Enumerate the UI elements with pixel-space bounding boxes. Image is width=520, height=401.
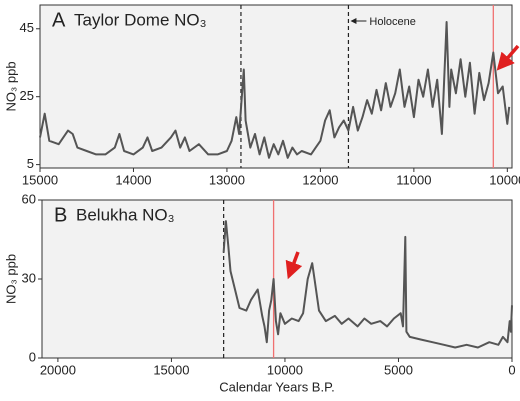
x-tick-label: 0 xyxy=(508,362,515,377)
x-axis-label: Calendar Years B.P. xyxy=(219,379,334,394)
x-tick-label: 13000 xyxy=(209,172,245,187)
red-arrow xyxy=(285,251,303,280)
panel-title: Taylor Dome NO₃ xyxy=(74,10,207,29)
y-tick-label: 0 xyxy=(29,349,36,364)
x-tick-label: 20000 xyxy=(40,362,76,377)
x-tick-label: 10000 xyxy=(267,362,303,377)
y-tick-label: 30 xyxy=(22,270,36,285)
panel-title: Belukha NO₃ xyxy=(76,205,175,224)
panel-letter: B xyxy=(54,204,67,226)
annotation: Holocene xyxy=(369,16,415,28)
x-tick-label: 10000 xyxy=(489,172,520,187)
y-axis-label: NO₃ ppb xyxy=(3,254,18,304)
x-tick-label: 15000 xyxy=(22,172,58,187)
x-tick-label: 11000 xyxy=(396,172,431,187)
y-tick-label: 45 xyxy=(20,20,34,35)
data-line xyxy=(39,21,511,159)
x-tick-label: 12000 xyxy=(302,172,338,187)
y-tick-label: 5 xyxy=(27,156,34,171)
data-line xyxy=(222,220,513,349)
plot-area xyxy=(39,4,513,169)
x-tick-label: 5000 xyxy=(384,362,413,377)
x-tick-label: 15000 xyxy=(153,362,189,377)
y-axis-label: NO₃ ppb xyxy=(3,61,18,111)
red-arrow xyxy=(496,44,520,71)
y-tick-label: 60 xyxy=(22,191,36,206)
panel-letter: A xyxy=(52,9,66,31)
y-tick-label: 25 xyxy=(20,88,34,103)
x-tick-label: 14000 xyxy=(115,172,151,187)
